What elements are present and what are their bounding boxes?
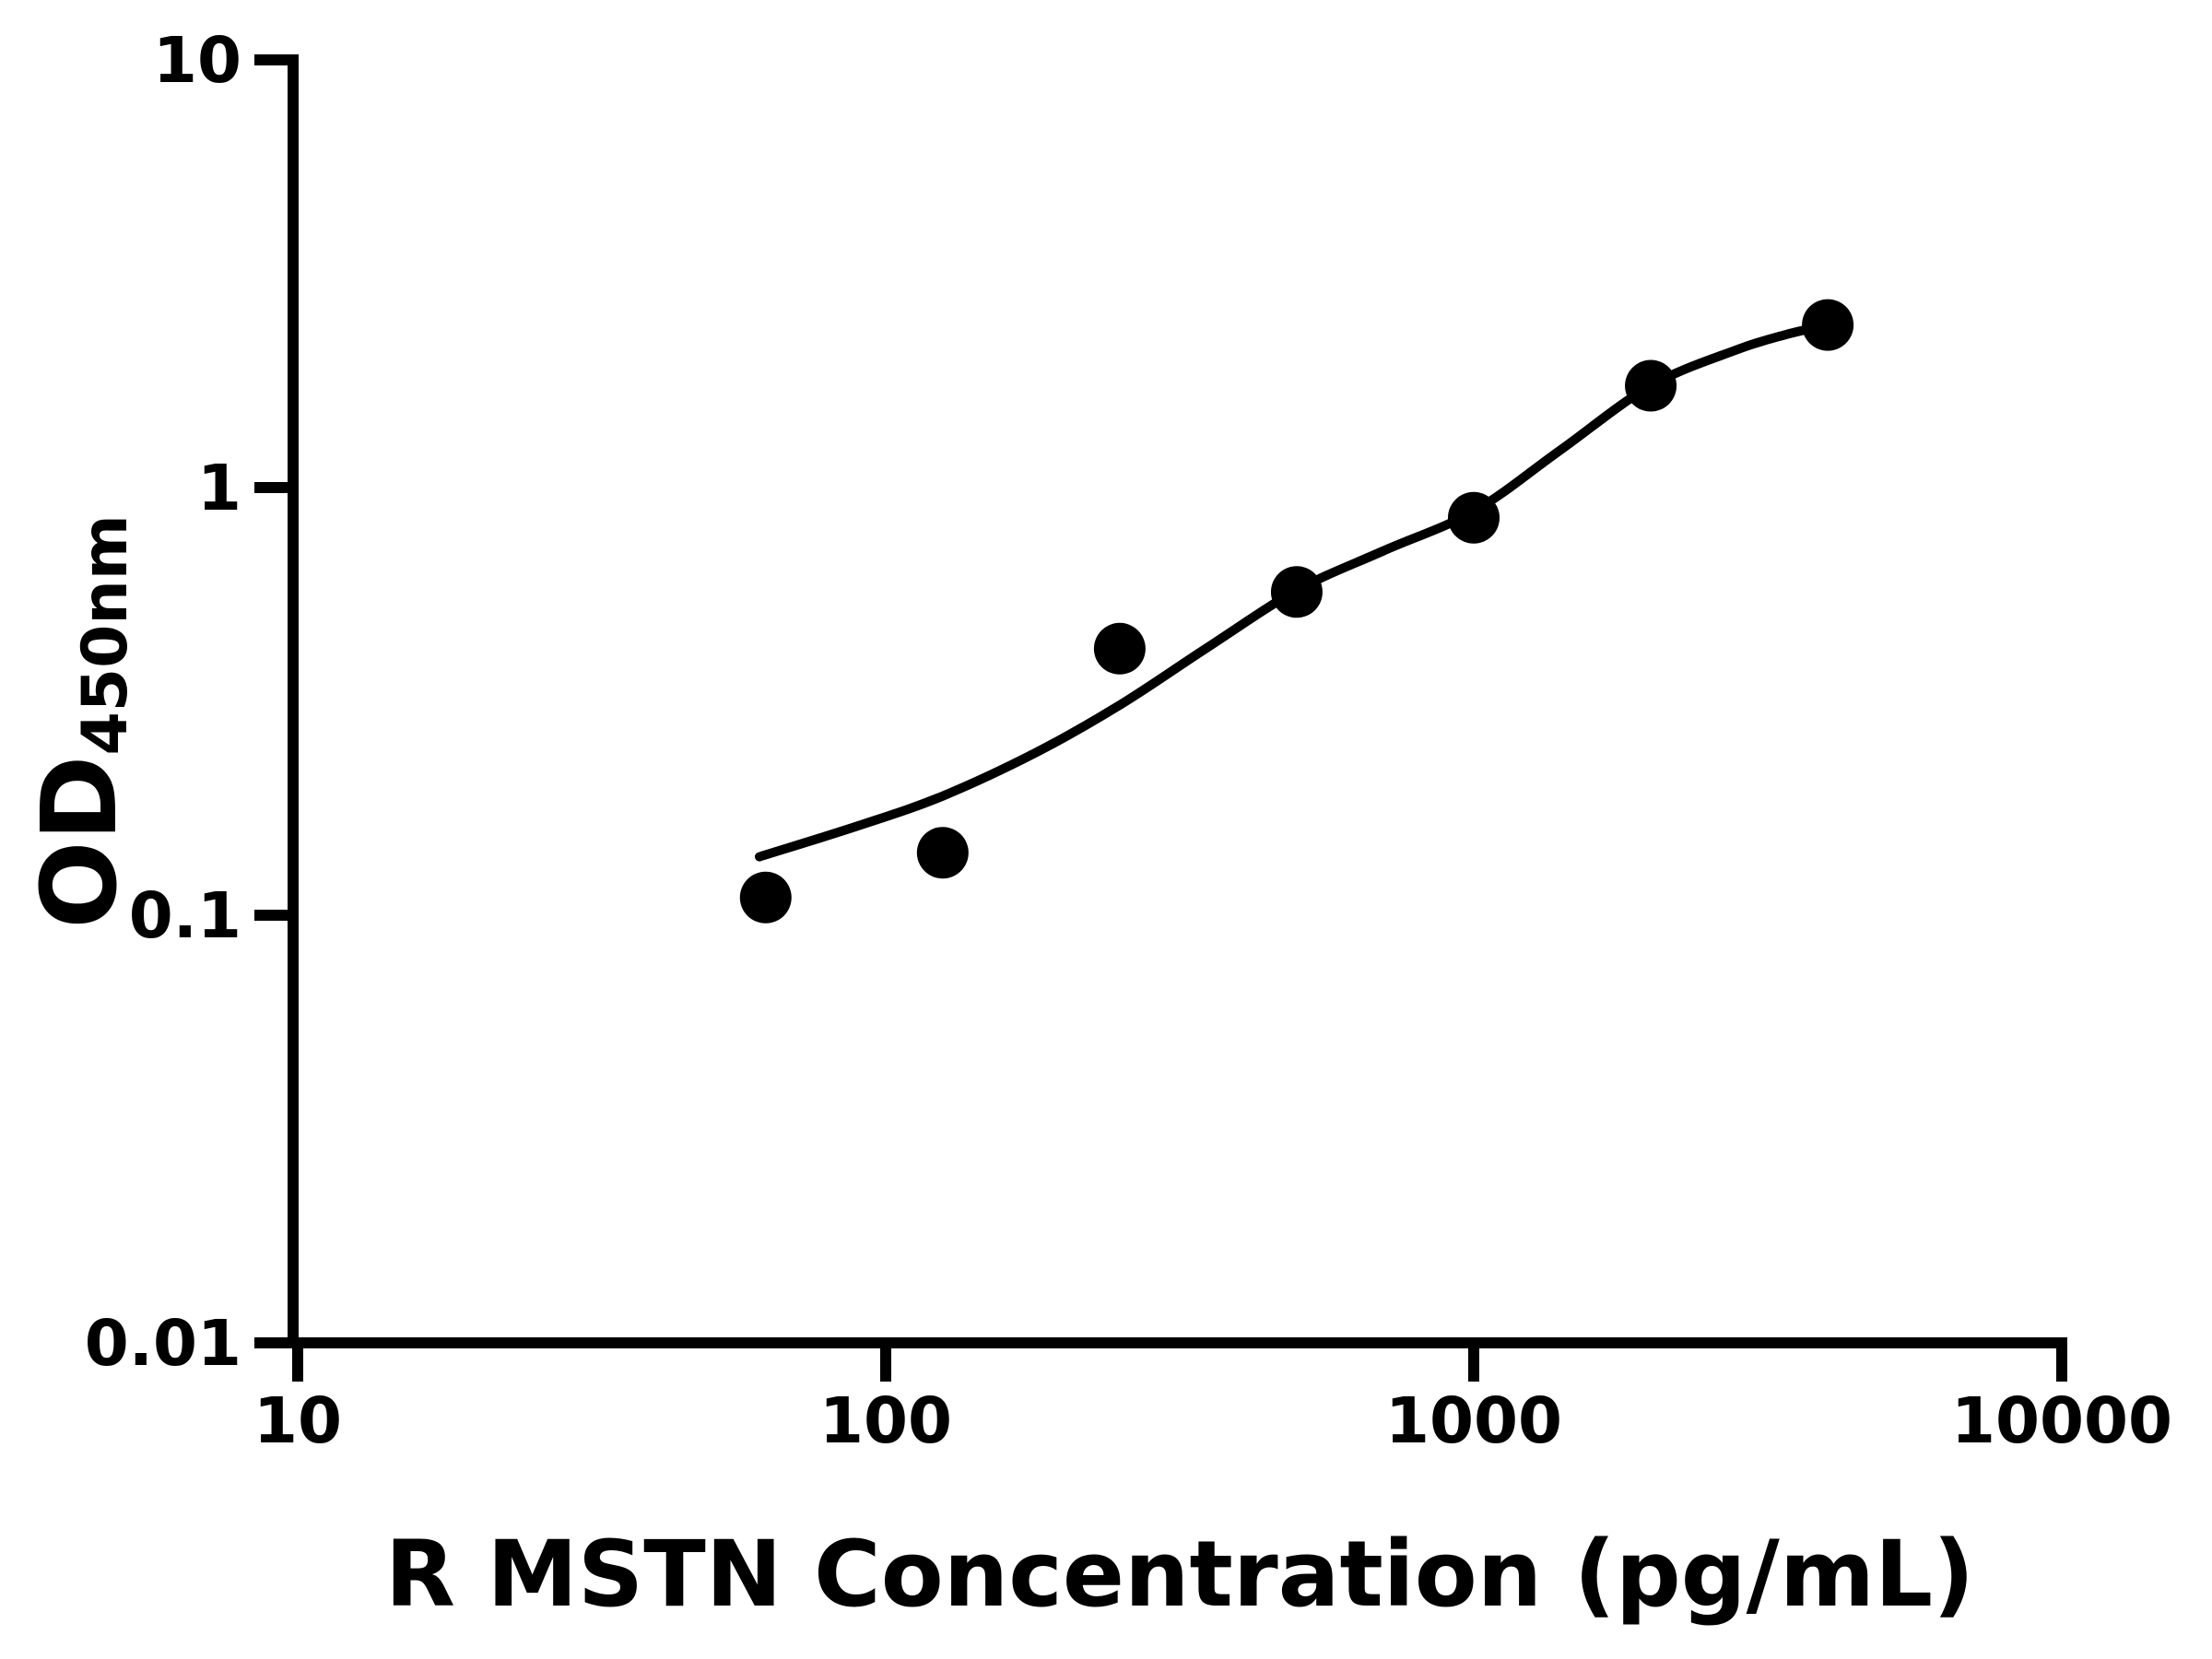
y-axis-title-main: OD [20, 756, 140, 929]
plot-area: 10 100 1000 10000 10 1 0.1 0.01 [85, 24, 2172, 1458]
y-tick-label-1: 1 [197, 452, 241, 525]
x-tick-label-10000: 10000 [1951, 1384, 2172, 1458]
data-point-1 [739, 871, 792, 924]
data-point-3 [1093, 622, 1146, 675]
y-tick-label-0.01: 0.01 [85, 1307, 241, 1381]
data-point-7 [1802, 299, 1854, 351]
x-tick-label-1000: 1000 [1385, 1384, 1562, 1458]
x-tick-label-100: 100 [819, 1384, 952, 1458]
data-point-2 [916, 827, 969, 879]
data-point-5 [1448, 491, 1500, 544]
data-point-6 [1625, 359, 1677, 412]
y-tick-label-10: 10 [153, 24, 241, 98]
fit-curve-path [755, 320, 1833, 862]
data-point-4 [1270, 566, 1323, 618]
x-tick-label-10: 10 [253, 1384, 342, 1458]
y-tick-label-0.1: 0.1 [129, 879, 241, 953]
y-axis-title: OD450nm [20, 514, 142, 928]
x-axis-title: R MSTN Concentration (pg/mL) [385, 1522, 1975, 1628]
y-axis-title-subscript: 450nm [69, 514, 142, 755]
